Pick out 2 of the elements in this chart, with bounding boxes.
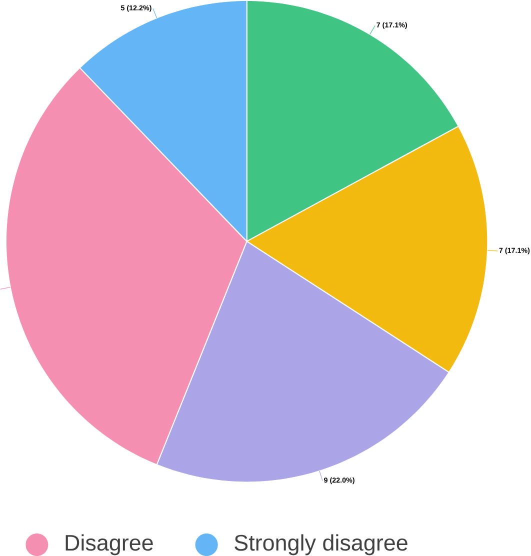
legend-label: Strongly disagree xyxy=(234,534,408,556)
legend-label: Disagree xyxy=(66,534,153,556)
